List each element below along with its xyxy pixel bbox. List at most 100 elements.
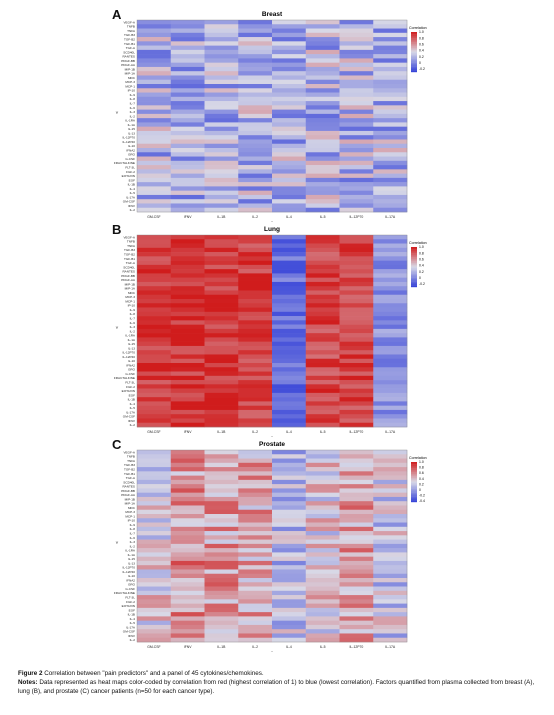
row-label: SCD40L [123, 50, 135, 54]
heatmap-cell [137, 418, 172, 424]
legend-gradient-step [411, 38, 417, 41]
row-label: EGF [129, 393, 135, 397]
heatmap-cell [272, 624, 307, 630]
heatmap-cell [238, 501, 273, 506]
legend-gradient-step [411, 268, 417, 270]
heatmap-cell [373, 380, 408, 385]
heatmap-cell [272, 156, 307, 162]
heatmap-cell [272, 286, 307, 291]
heatmap-cell [137, 105, 172, 110]
heatmap-cell [204, 28, 239, 34]
row-label: PDGF-BB [121, 59, 135, 63]
legend-gradient-step [411, 255, 417, 257]
heatmap-cell [204, 24, 239, 29]
heatmap-cell [339, 281, 374, 287]
heatmap-cell [373, 118, 408, 123]
row-label: IL-8 [130, 312, 136, 316]
legend-gradient-step [411, 474, 417, 476]
row-label: FRACTALKINE [114, 161, 135, 165]
heatmap-cell [339, 573, 374, 579]
heatmap-cell [238, 535, 273, 540]
heatmap-cell [204, 290, 239, 296]
heatmap-cell [339, 422, 374, 428]
heatmap-cell [204, 126, 239, 132]
heatmap-cell [339, 269, 374, 274]
heatmap-cell [339, 358, 374, 364]
heatmap-cell [238, 182, 273, 187]
heatmap-cell [305, 71, 340, 76]
heatmap-cell [137, 186, 172, 191]
heatmap-cell [204, 66, 239, 72]
heatmap-cell [204, 328, 239, 334]
row-label: IL-2 [130, 423, 136, 427]
heatmap-cell [339, 384, 374, 389]
heatmap-cell [238, 418, 273, 424]
heatmap-cell [305, 273, 340, 278]
heatmap-cell [137, 629, 172, 634]
heatmap-cell [238, 186, 273, 191]
heatmap-cell [272, 471, 307, 476]
legend-gradient-step [411, 462, 417, 464]
heatmap-cell [373, 45, 408, 51]
heatmap-cell [204, 203, 239, 209]
legend-gradient-step [411, 490, 417, 492]
heatmap-cell [238, 518, 273, 523]
heatmap-cell [305, 556, 340, 562]
heatmap-cell [339, 75, 374, 81]
breast-heatmap-chart: Breast VEGF-ATNFBTNFATGF-B3TGF-B2TGF-B1TG… [114, 11, 427, 225]
heatmap-cell [339, 341, 374, 347]
heatmap-cell [137, 409, 172, 415]
heatmap-cell [339, 286, 374, 291]
heatmap-cell [238, 333, 273, 338]
heatmap-cell [272, 582, 307, 587]
row-label: TGF-B3 [124, 33, 135, 37]
heatmap-cell [305, 582, 340, 587]
row-label: IL-10 [128, 574, 135, 578]
heatmap-cell [305, 462, 340, 468]
heatmap-cell [170, 462, 205, 468]
row-label: PDGF-AA [121, 493, 136, 497]
heatmap-cell [170, 535, 205, 540]
legend-gradient-step [411, 34, 417, 37]
heatmap-cell [204, 58, 239, 63]
heatmap-cell [373, 273, 408, 278]
row-label: MCP-3 [125, 295, 135, 299]
row-label: MDC [128, 291, 136, 295]
row-label: MCP-1 [125, 514, 135, 518]
heatmap-cell [238, 479, 273, 485]
heatmap-cell [170, 135, 205, 140]
heatmap-cell [170, 169, 205, 174]
heatmap-cell [305, 637, 340, 643]
heatmap-cell [170, 71, 205, 76]
heatmap-cell [137, 371, 172, 377]
heatmap-cell [339, 199, 374, 204]
heatmap-cell [339, 49, 374, 55]
heatmap-cell [272, 299, 307, 304]
heatmap-cell [204, 526, 239, 532]
row-label: TGF-A [126, 46, 136, 50]
legend-gradient-step [411, 496, 417, 499]
heatmap-cell [373, 488, 408, 493]
row-label: IL-13 [128, 346, 135, 350]
heatmap-cell [373, 54, 408, 59]
heatmap-cell [204, 418, 239, 424]
heatmap-cell [170, 505, 205, 511]
heatmap-cell [137, 616, 172, 621]
row-label: EGF [129, 608, 135, 612]
heatmap-cell [137, 139, 172, 145]
heatmap-cell [170, 599, 205, 604]
heatmap-cell [339, 518, 374, 523]
heatmap-cell [204, 199, 239, 204]
heatmap-cell [238, 20, 273, 25]
heatmap-cell [339, 479, 374, 485]
heatmap-cell [373, 186, 408, 191]
heatmap-panel-prostate: C Prostate VEGF-A TNFB TNFA TGF-B3 TGF-B2 TGF-… [0, 437, 554, 655]
heatmap-cell [170, 454, 205, 459]
column-label: IL-1B [217, 430, 226, 434]
heatmap-cell [373, 260, 408, 266]
heatmap-cell [305, 264, 340, 270]
heatmap-cell [339, 607, 374, 613]
heatmap-cell [137, 203, 172, 209]
heatmap-cell [272, 24, 307, 29]
heatmap-cell [339, 450, 374, 455]
